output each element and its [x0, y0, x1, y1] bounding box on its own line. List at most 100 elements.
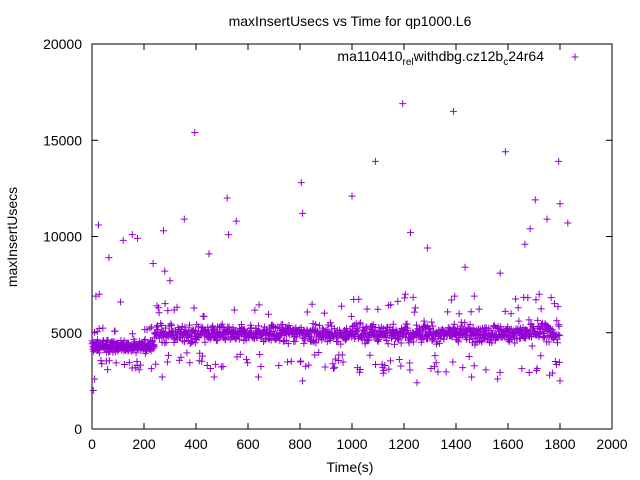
data-point-outlier [451, 292, 459, 300]
x-tick-label: 800 [288, 436, 312, 452]
data-point-outlier [494, 375, 502, 383]
data-point [218, 320, 226, 328]
y-axis-label: maxInsertUsecs [4, 187, 20, 287]
data-point [394, 297, 402, 305]
data-point [366, 351, 374, 359]
data-point-outlier [401, 290, 409, 298]
data-point [168, 321, 176, 329]
data-point [507, 310, 515, 318]
data-point [275, 361, 283, 369]
data-point-outlier [379, 369, 387, 377]
data-point [525, 316, 533, 324]
data-point [198, 352, 206, 360]
data-point [428, 334, 436, 342]
data-point [206, 365, 214, 373]
data-point-outlier [496, 269, 504, 277]
data-point [256, 350, 264, 358]
data-point [330, 364, 338, 372]
data-point-outlier [543, 215, 551, 223]
data-point [349, 322, 357, 330]
data-point-outlier [461, 263, 469, 271]
data-point [430, 363, 438, 371]
data-point [384, 340, 392, 348]
legend-label-subscript: c [503, 57, 508, 68]
data-point [308, 300, 316, 308]
y-tick-label: 0 [74, 421, 82, 437]
data-point [355, 320, 363, 328]
data-point [120, 361, 128, 369]
data-point [222, 335, 230, 343]
data-point [105, 357, 113, 365]
x-tick-label: 200 [132, 436, 156, 452]
legend-label-subscript: rel [403, 57, 414, 68]
data-point [529, 323, 537, 331]
data-point [361, 340, 369, 348]
data-point-outlier [119, 236, 127, 244]
data-point [327, 319, 334, 327]
x-tick-label: 1000 [336, 436, 367, 452]
data-point-outlier [413, 379, 421, 387]
data-point [257, 362, 265, 370]
data-point [244, 359, 252, 367]
data-point [457, 318, 465, 326]
data-point [537, 305, 545, 313]
data-point-outlier [158, 373, 166, 381]
data-point [373, 336, 381, 344]
legend-marker [571, 53, 579, 61]
axis-ticks: 0 200 400 600 800 1000 1200 1400 1600 1800 2000050… [43, 36, 628, 452]
data-point [135, 366, 143, 374]
data-point-outlier [160, 227, 167, 235]
data-point [212, 360, 220, 368]
data-point [465, 352, 473, 360]
legend-label-part: ma110410 [337, 48, 402, 64]
plot-frame [91, 43, 613, 430]
data-point [432, 359, 440, 367]
data-point [385, 365, 393, 373]
legend-label-part: 24r64 [508, 48, 544, 64]
data-point [161, 324, 169, 332]
data-point [473, 326, 481, 334]
data-point-outlier [210, 373, 218, 381]
data-point [315, 349, 323, 357]
data-point [99, 324, 107, 332]
data-point-outlier [191, 129, 199, 137]
data-point-outlier [555, 157, 563, 165]
data-point [475, 305, 483, 313]
data-point [143, 326, 151, 334]
y-tick-label: 15000 [43, 132, 82, 148]
data-point [496, 368, 504, 376]
data-point [444, 308, 452, 316]
data-point [479, 327, 487, 335]
data-point [132, 349, 140, 357]
data-point-outlier [299, 377, 307, 385]
data-point [465, 336, 473, 344]
data-point-outlier [134, 234, 141, 242]
chart-title: maxInsertUsecs vs Time for qp1000.L6 [229, 13, 472, 29]
data-point [264, 334, 272, 342]
data-point-outlier [297, 179, 305, 187]
data-point [514, 304, 522, 312]
data-point-outlier [223, 194, 231, 202]
data-point [410, 308, 418, 316]
data-point [336, 329, 344, 337]
data-point [389, 320, 397, 328]
data-point [556, 332, 564, 340]
data-point [365, 336, 373, 344]
data-point [181, 338, 189, 346]
data-point [236, 350, 244, 358]
data-point [533, 364, 541, 372]
data-point [420, 317, 428, 325]
data-point [259, 338, 267, 346]
data-point [154, 304, 162, 312]
data-point [147, 365, 155, 373]
data-point [158, 321, 166, 329]
x-tick-label: 2000 [596, 436, 627, 452]
data-point [551, 357, 559, 365]
data-point [412, 321, 420, 329]
x-tick-label: 600 [236, 436, 260, 452]
data-point [400, 325, 408, 333]
data-point [554, 339, 562, 347]
data-point [488, 339, 496, 347]
data-point [231, 334, 239, 342]
